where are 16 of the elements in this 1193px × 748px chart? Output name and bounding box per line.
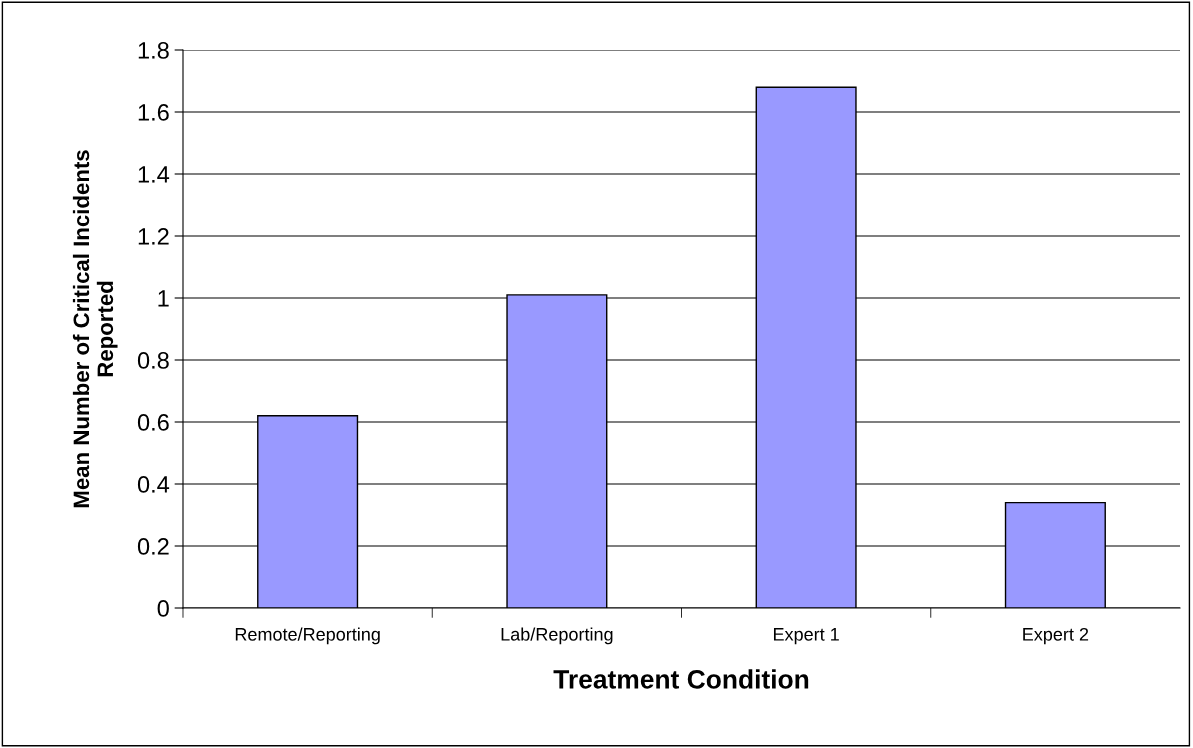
- y-tick-label: 0: [157, 600, 169, 617]
- y-tick-label: 0.8: [137, 352, 169, 369]
- x-tick-label: Expert 2: [1023, 627, 1089, 645]
- y-tick-label: 1.8: [138, 42, 169, 59]
- y-tick-label: 1.6: [138, 104, 169, 121]
- y-axis-title: Mean Number of Critical Incidents Reported: [72, 150, 118, 508]
- y-tick-label: 0.6: [137, 414, 169, 431]
- y-tick-label: 1: [158, 290, 169, 307]
- y-tick-label: 1.4: [138, 166, 170, 183]
- x-tick-label: Expert 1: [773, 628, 839, 645]
- y-tick-label: 0.4: [137, 476, 170, 493]
- x-tick-label: Remote/Reporting: [235, 627, 380, 645]
- x-tick-label: Lab/Reporting: [501, 627, 613, 645]
- y-tick-label: 1.2: [138, 228, 169, 245]
- x-axis-title: Treatment Condition: [553, 669, 809, 689]
- y-tick-label: 0.2: [137, 538, 169, 555]
